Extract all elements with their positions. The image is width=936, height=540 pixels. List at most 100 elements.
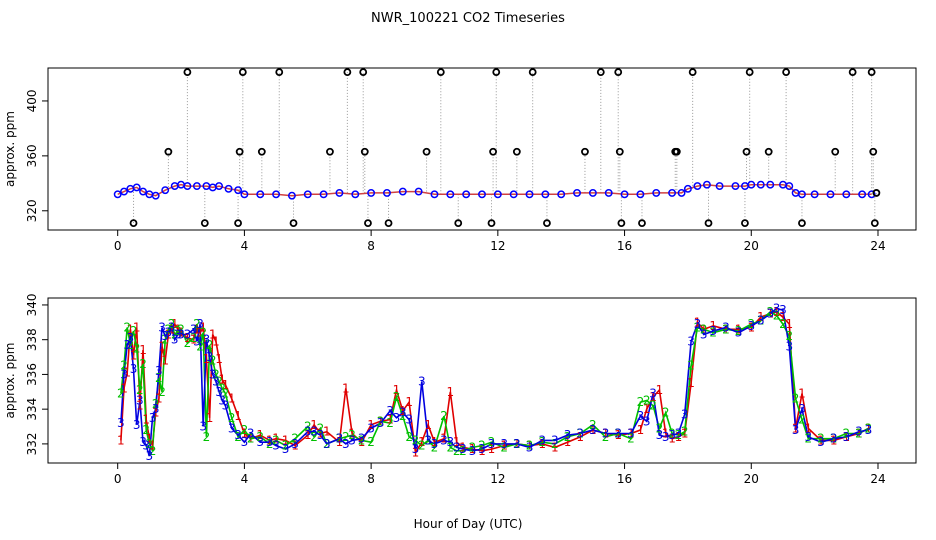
- series-marker-2: 2: [526, 439, 534, 453]
- baseline-point: [319, 190, 328, 199]
- series-marker-3: 3: [804, 430, 812, 444]
- series-marker-2: 2: [662, 406, 670, 420]
- series-marker-1: 1: [247, 432, 255, 446]
- series-marker-1: 1: [766, 307, 774, 321]
- series-marker-2: 2: [440, 409, 448, 423]
- series-marker-1: 1: [222, 378, 230, 392]
- baseline-point: [557, 190, 566, 199]
- series-marker-1: 1: [174, 322, 182, 336]
- series-marker-1: 1: [589, 423, 597, 437]
- baseline-point: [113, 190, 122, 199]
- series-marker-2: 2: [649, 399, 657, 413]
- series-marker-1: 1: [158, 340, 166, 354]
- series-marker-3: 3: [304, 425, 312, 439]
- series-marker-3: 3: [687, 334, 695, 348]
- baseline-point: [335, 188, 344, 197]
- series-marker-2: 2: [234, 430, 242, 444]
- series-marker-1: 1: [662, 426, 670, 440]
- series-marker-3: 3: [323, 437, 331, 451]
- series-marker-1: 1: [393, 383, 401, 397]
- series-marker-3: 3: [865, 423, 873, 437]
- spike-point: [741, 219, 749, 228]
- y-tick-label: 336: [25, 363, 39, 386]
- series-marker-2: 2: [206, 338, 214, 352]
- spike-point: [512, 147, 521, 156]
- baseline-point: [798, 190, 806, 199]
- series-marker-3: 3: [735, 326, 743, 340]
- series-marker-2: 2: [212, 367, 220, 381]
- series-marker-3: 3: [855, 425, 863, 439]
- spike-point: [359, 68, 368, 77]
- spike-point: [782, 68, 791, 77]
- series-marker-2: 2: [687, 359, 695, 373]
- series-marker-2: 2: [855, 426, 863, 440]
- series-marker-1: 1: [336, 435, 344, 449]
- spike-point: [257, 147, 266, 156]
- series-marker-2: 2: [656, 421, 664, 435]
- x-tick-label: 8: [367, 472, 375, 486]
- series-marker-1: 1: [675, 430, 683, 444]
- series-marker-1: 1: [168, 322, 176, 336]
- spike-point: [872, 189, 881, 197]
- series-marker-2: 2: [576, 426, 584, 440]
- series-marker-3: 3: [757, 314, 765, 328]
- series-marker-3: 3: [564, 428, 572, 442]
- x-tick-label: 16: [617, 472, 632, 486]
- baseline-point: [766, 180, 775, 189]
- baseline-point: [462, 190, 471, 199]
- y-tick-label: 400: [25, 89, 39, 112]
- spike-point: [528, 68, 537, 77]
- series-marker-1: 1: [149, 439, 157, 453]
- series-marker-3: 3: [700, 327, 708, 341]
- series-marker-3: 3: [453, 440, 461, 454]
- series-marker-1: 1: [304, 428, 312, 442]
- series-marker-2: 2: [291, 432, 299, 446]
- series-marker-2: 2: [418, 439, 426, 453]
- series-marker-1: 1: [576, 430, 584, 444]
- baseline-point: [367, 188, 376, 197]
- x-tick-label: 8: [367, 239, 375, 253]
- baseline-point: [810, 190, 819, 199]
- series-marker-2: 2: [209, 354, 217, 368]
- x-tick-label: 24: [870, 239, 885, 253]
- series-marker-2: 2: [865, 421, 873, 435]
- baseline-point: [604, 188, 613, 197]
- series-marker-2: 2: [123, 321, 131, 335]
- spike-point: [742, 147, 751, 156]
- baseline-point: [636, 190, 645, 199]
- series-marker-2: 2: [668, 426, 676, 440]
- spike-point: [672, 147, 681, 156]
- series-marker-1: 1: [405, 395, 413, 409]
- series-marker-2: 2: [130, 324, 138, 338]
- series-marker-1: 1: [842, 430, 850, 444]
- x-axis-label: Hour of Day (UTC): [414, 517, 523, 531]
- series-marker-2: 2: [158, 385, 166, 399]
- spike-point: [343, 68, 352, 77]
- series-marker-3: 3: [662, 430, 670, 444]
- series-marker-3: 3: [256, 435, 264, 449]
- series-marker-2: 2: [272, 433, 280, 447]
- series-marker-1: 1: [817, 433, 825, 447]
- spike-point: [360, 147, 369, 156]
- baseline-point: [430, 190, 439, 199]
- series-marker-1: 1: [206, 411, 214, 425]
- baseline-point: [867, 190, 876, 199]
- series-marker-3: 3: [367, 421, 375, 435]
- series-marker-1: 1: [291, 439, 299, 453]
- y-tick-label: 332: [25, 432, 39, 455]
- series-marker-1: 1: [668, 432, 676, 446]
- spike-point: [489, 147, 497, 156]
- series-marker-3: 3: [469, 444, 477, 458]
- series-marker-1: 1: [177, 326, 185, 340]
- series-marker-2: 2: [500, 440, 508, 454]
- series-marker-1: 1: [700, 322, 708, 336]
- series-marker-1: 1: [773, 305, 781, 319]
- series-marker-2: 2: [184, 336, 192, 350]
- series-marker-1: 1: [139, 343, 147, 357]
- series-marker-3: 3: [165, 326, 173, 340]
- baseline-point: [785, 182, 794, 191]
- series-marker-1: 1: [155, 392, 163, 406]
- series-marker-2: 2: [358, 433, 366, 447]
- series-marker-1: 1: [323, 425, 331, 439]
- series-marker-2: 2: [348, 428, 356, 442]
